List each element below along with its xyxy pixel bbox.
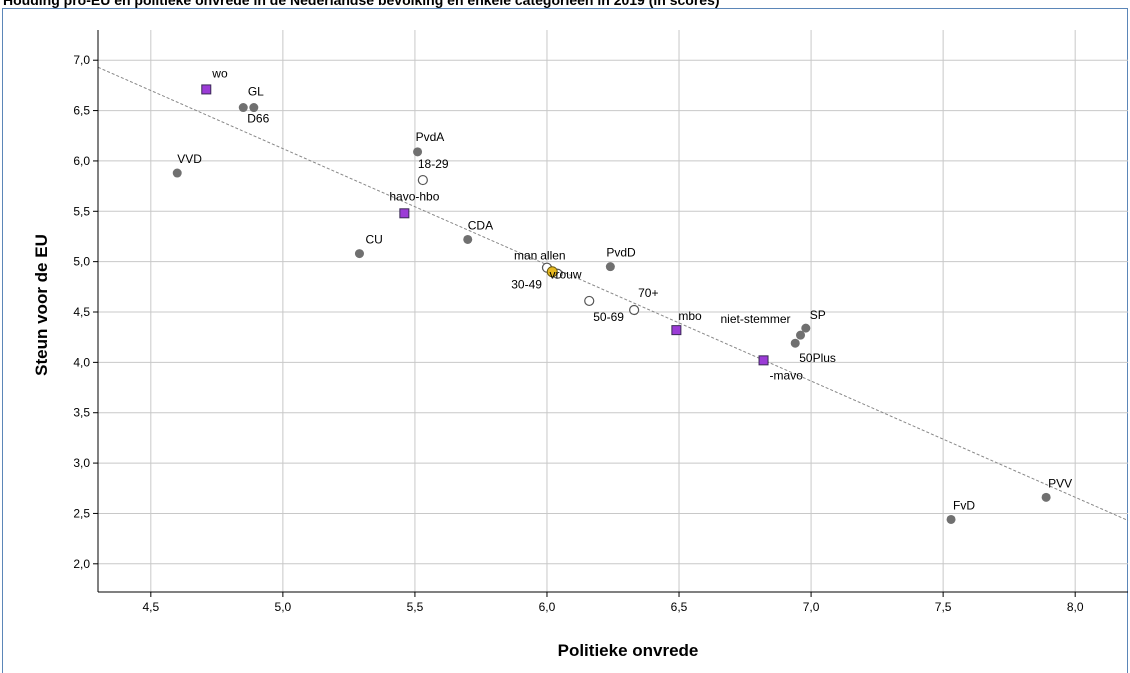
label-sp: SP	[810, 308, 826, 322]
point-50plus	[790, 338, 800, 348]
point-mbo	[671, 325, 682, 336]
point-gl	[249, 103, 259, 113]
point-pvdd	[605, 262, 615, 272]
x-tick-label: 7,0	[803, 600, 820, 614]
label-50-69: 50-69	[593, 310, 624, 324]
y-tick-label: 2,5	[73, 506, 90, 520]
x-tick-label: 6,0	[539, 600, 556, 614]
x-tick-label: 4,5	[142, 600, 159, 614]
point-havo-hbo	[399, 208, 410, 219]
label-d66: D66	[247, 112, 269, 126]
label-vrouw: vrouw	[550, 268, 582, 282]
label-70: 70+	[638, 286, 658, 300]
point-50-69	[584, 295, 595, 307]
trendline-layer	[97, 66, 1129, 521]
y-tick-label: 3,5	[73, 406, 90, 420]
point-pvv	[1041, 492, 1051, 502]
point-niet-stemmer	[796, 330, 806, 340]
x-tick-label: 7,5	[935, 600, 952, 614]
label-fvd: FvD	[953, 498, 975, 512]
y-tick-label: 6,0	[73, 154, 90, 168]
y-tick-label: 6,5	[73, 104, 90, 118]
axes: 4,5 5,0 5,5 6,0 6,5 7,0 7,5 8,0 2,0 2,5 3,0 3,5 4,0 4…	[73, 30, 1128, 614]
point-d66	[238, 103, 248, 113]
label-havo-hbo: havo-hbo	[389, 189, 439, 203]
x-tick-label: 5,5	[407, 600, 424, 614]
label-mbo: mbo	[678, 309, 702, 323]
label-pvdd: PvdD	[606, 246, 636, 260]
y-tick-label: 3,0	[73, 456, 90, 470]
label-50plus: 50Plus	[799, 351, 836, 365]
label-cda: CDA	[468, 218, 493, 232]
y-tick-label: 4,0	[73, 355, 90, 369]
point-mavo	[758, 355, 769, 366]
point-labels: GL D66 VVD PvdA CU CDA PvdD SP niet-stemmer 50Plu…	[177, 66, 1072, 512]
x-tick-label: 5,0	[275, 600, 292, 614]
label-pvv: PVV	[1048, 476, 1072, 490]
trendline	[97, 66, 1129, 521]
point-fvd	[946, 514, 956, 524]
point-sp	[801, 323, 811, 333]
point-wo	[201, 84, 212, 95]
point-pvda	[413, 147, 423, 157]
chart-title: Houding pro-EU en politieke onvrede in d…	[3, 0, 720, 8]
label-18-29: 18-29	[418, 157, 449, 171]
point-cda	[463, 234, 473, 244]
y-tick-label: 5,0	[73, 255, 90, 269]
point-vvd	[172, 168, 182, 178]
x-tick-label: 6,5	[671, 600, 688, 614]
label-pvda: PvdA	[416, 130, 445, 144]
point-18-29	[417, 174, 428, 186]
label-mavo: -mavo	[770, 368, 804, 382]
y-tick-label: 7,0	[73, 53, 90, 67]
y-axis-title: Steun voor de EU	[32, 234, 51, 376]
label-cu: CU	[365, 233, 382, 247]
label-allen: allen	[540, 249, 565, 263]
label-30-49: 30-49	[511, 278, 542, 292]
data-points	[172, 84, 1051, 524]
label-wo: wo	[211, 66, 228, 80]
label-man: man	[514, 249, 537, 263]
y-tick-label: 4,5	[73, 305, 90, 319]
label-gl: GL	[248, 85, 264, 99]
label-niet-stemmer: niet-stemmer	[721, 312, 791, 326]
point-allen	[546, 266, 558, 278]
label-vvd: VVD	[177, 152, 202, 166]
y-tick-label: 5,5	[73, 204, 90, 218]
chart-frame	[2, 8, 1128, 673]
y-tick-label: 2,0	[73, 557, 90, 571]
point-70	[629, 304, 640, 316]
x-axis-title: Politieke onvrede	[558, 641, 699, 660]
x-tick-label: 8,0	[1067, 600, 1084, 614]
grid	[98, 30, 1128, 592]
point-cu	[354, 249, 364, 259]
